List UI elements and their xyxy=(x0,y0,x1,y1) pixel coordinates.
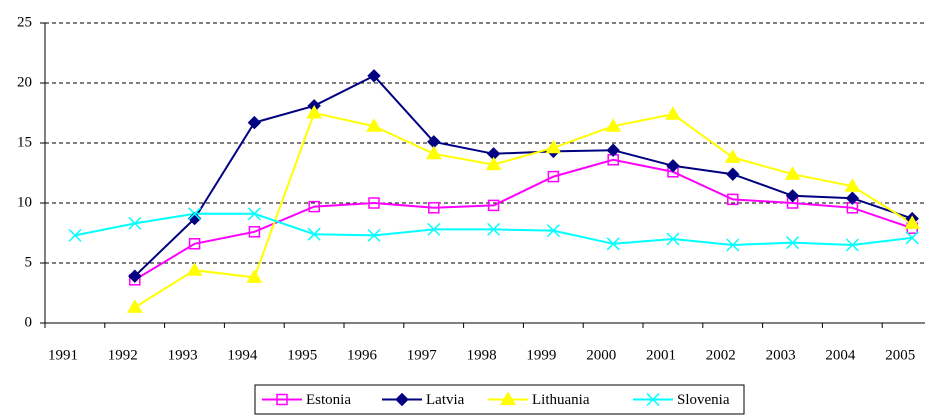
y-tick-label: 5 xyxy=(25,254,33,270)
marker xyxy=(666,159,680,173)
marker xyxy=(726,238,740,252)
marker xyxy=(727,193,739,206)
marker xyxy=(606,237,620,251)
marker xyxy=(646,392,660,407)
x-tick-label: 1994 xyxy=(227,347,258,363)
marker xyxy=(724,149,741,163)
legend-label: Slovenia xyxy=(677,392,730,408)
marker xyxy=(427,222,441,236)
marker xyxy=(247,207,261,221)
legend-label: Lithuania xyxy=(532,392,590,408)
marker xyxy=(308,200,320,213)
marker xyxy=(186,262,203,276)
y-tick-label: 10 xyxy=(17,194,32,210)
x-tick-label: 1995 xyxy=(287,347,317,363)
marker xyxy=(126,299,143,313)
marker xyxy=(395,392,409,407)
marker xyxy=(487,199,500,212)
series-line xyxy=(134,158,913,281)
x-tick-label: 2001 xyxy=(646,347,676,363)
x-tick-label: 1992 xyxy=(108,347,138,363)
x-tick-label: 2005 xyxy=(885,347,915,363)
marker xyxy=(845,191,860,205)
marker xyxy=(246,269,263,283)
legend-label: Latvia xyxy=(426,392,465,408)
x-tick-label: 1997 xyxy=(407,347,438,363)
marker xyxy=(368,197,380,209)
marker xyxy=(367,228,381,242)
marker xyxy=(845,238,859,252)
marker xyxy=(905,231,919,245)
y-tick-label: 0 xyxy=(25,314,33,330)
series-line xyxy=(134,74,913,277)
marker xyxy=(307,227,321,241)
x-tick-label: 1996 xyxy=(347,347,378,363)
marker xyxy=(425,145,442,160)
marker xyxy=(187,211,202,226)
marker xyxy=(128,269,142,283)
marker xyxy=(188,207,202,221)
marker xyxy=(500,391,516,405)
marker xyxy=(904,215,921,229)
marker xyxy=(306,105,323,119)
x-tick-label: 2003 xyxy=(766,347,796,363)
marker xyxy=(605,118,622,132)
marker xyxy=(784,166,801,180)
y-tick-label: 20 xyxy=(17,74,32,90)
x-tick-label: 1999 xyxy=(526,347,556,363)
marker xyxy=(247,115,262,130)
y-tick-label: 25 xyxy=(17,14,32,30)
marker xyxy=(128,216,142,230)
marker xyxy=(366,118,382,132)
marker xyxy=(844,178,861,192)
marker xyxy=(665,106,681,120)
marker xyxy=(785,189,800,203)
marker xyxy=(606,143,620,157)
x-tick-label: 2000 xyxy=(586,347,616,363)
marker xyxy=(666,232,680,246)
legend-label: Estonia xyxy=(306,392,351,408)
marker xyxy=(188,238,201,250)
series-line xyxy=(134,111,913,309)
marker xyxy=(485,156,502,171)
marker xyxy=(726,167,740,181)
marker xyxy=(786,236,800,250)
x-tick-label: 2002 xyxy=(706,347,736,363)
marker xyxy=(547,170,560,183)
x-tick-label: 2004 xyxy=(825,347,856,363)
x-tick-label: 1991 xyxy=(48,347,78,363)
x-tick-label: 1998 xyxy=(467,347,497,363)
marker xyxy=(276,393,288,406)
marker xyxy=(428,202,440,214)
marker xyxy=(367,69,381,83)
marker xyxy=(546,224,560,238)
marker xyxy=(248,226,261,238)
marker xyxy=(68,228,82,242)
legend: Estonia Latvia Lithuania Slovenia xyxy=(254,384,745,415)
marker xyxy=(487,222,501,236)
y-tick-label: 15 xyxy=(17,134,32,150)
x-tick-label: 1993 xyxy=(168,347,198,363)
marker xyxy=(545,139,562,154)
